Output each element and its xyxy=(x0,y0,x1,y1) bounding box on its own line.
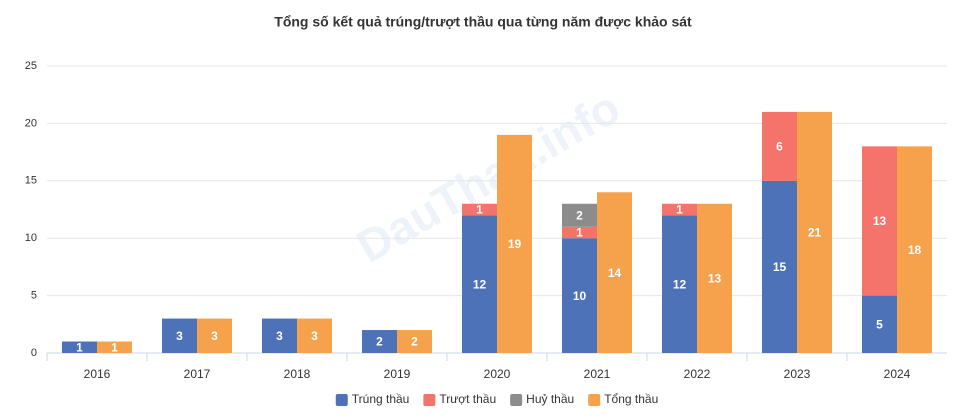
chart-title: Tổng số kết quả trúng/trượt thầu qua từn… xyxy=(274,14,692,30)
legend-label: Tổng thầu xyxy=(604,392,658,406)
value-label: 10 xyxy=(573,289,587,303)
y-tick-label: 5 xyxy=(31,290,37,302)
x-tick-label: 2016 xyxy=(84,367,111,381)
legend-label: Trượt thầu xyxy=(439,392,496,406)
value-label: 2 xyxy=(576,208,583,222)
value-label: 1 xyxy=(76,340,83,354)
bar-segment xyxy=(562,226,597,239)
bar-segment xyxy=(197,318,232,353)
legend-label: Huỷ thầu xyxy=(526,392,574,406)
value-label: 3 xyxy=(311,329,318,343)
value-label: 12 xyxy=(473,277,487,291)
value-label: 21 xyxy=(808,226,822,240)
value-label: 5 xyxy=(876,317,883,331)
y-tick-label: 10 xyxy=(25,232,37,244)
x-tick-label: 2018 xyxy=(284,367,311,381)
legend-swatch xyxy=(335,394,348,406)
value-label: 3 xyxy=(211,329,218,343)
legend-swatch xyxy=(423,394,436,406)
x-tick-label: 2019 xyxy=(384,367,411,381)
bar-segment xyxy=(262,318,297,353)
bar-segment xyxy=(862,295,897,353)
x-tick-label: 2022 xyxy=(684,367,711,381)
legend-label: Trúng thầu xyxy=(352,392,410,406)
bar-segment xyxy=(762,180,797,353)
value-label: 2 xyxy=(411,335,418,349)
value-label: 3 xyxy=(276,329,283,343)
bar-segment xyxy=(597,192,632,353)
bar-segment xyxy=(697,203,732,353)
bar-segment xyxy=(62,341,97,353)
value-label: 6 xyxy=(776,140,783,154)
x-tick-label: 2021 xyxy=(584,367,611,381)
bar-segment xyxy=(862,146,897,296)
y-tick-label: 20 xyxy=(25,117,37,129)
bar-segment xyxy=(762,111,797,181)
value-label: 18 xyxy=(908,243,922,257)
legend-swatch xyxy=(588,394,601,406)
value-label: 12 xyxy=(673,277,687,291)
x-tick-label: 2024 xyxy=(884,367,911,381)
value-label: 14 xyxy=(608,266,622,280)
value-label: 1 xyxy=(111,340,118,354)
value-label: 1 xyxy=(576,226,583,240)
bar-segment xyxy=(497,134,532,353)
bar-segment xyxy=(397,330,432,353)
x-tick-label: 2017 xyxy=(184,367,211,381)
value-label: 13 xyxy=(708,272,722,286)
value-label: 13 xyxy=(873,214,887,228)
bar-segment xyxy=(797,111,832,353)
bar-segment xyxy=(462,215,497,353)
bar-segment xyxy=(662,215,697,353)
x-tick-label: 2023 xyxy=(784,367,811,381)
x-tick-label: 2020 xyxy=(484,367,511,381)
bar-segment xyxy=(562,203,597,227)
value-label: 1 xyxy=(676,203,683,217)
legend: Trúng thầu Trượt thầu Huỷ thầu Tổng thầu xyxy=(335,392,658,406)
value-label: 2 xyxy=(376,335,383,349)
bar-segment xyxy=(362,330,397,353)
value-label: 3 xyxy=(176,329,183,343)
bar-segment xyxy=(297,318,332,353)
bar-segment xyxy=(162,318,197,353)
legend-swatch xyxy=(510,394,523,406)
y-tick-label: 15 xyxy=(25,175,37,187)
bar-segment xyxy=(662,203,697,216)
y-tick-label: 0 xyxy=(31,347,37,359)
value-label: 19 xyxy=(508,237,522,251)
bar-segment xyxy=(462,203,497,216)
bar-segment xyxy=(97,341,132,353)
value-label: 1 xyxy=(476,203,483,217)
value-label: 15 xyxy=(773,260,787,274)
y-tick-label: 25 xyxy=(25,60,37,72)
bar-segment xyxy=(562,238,597,353)
bar-segment xyxy=(897,146,932,353)
